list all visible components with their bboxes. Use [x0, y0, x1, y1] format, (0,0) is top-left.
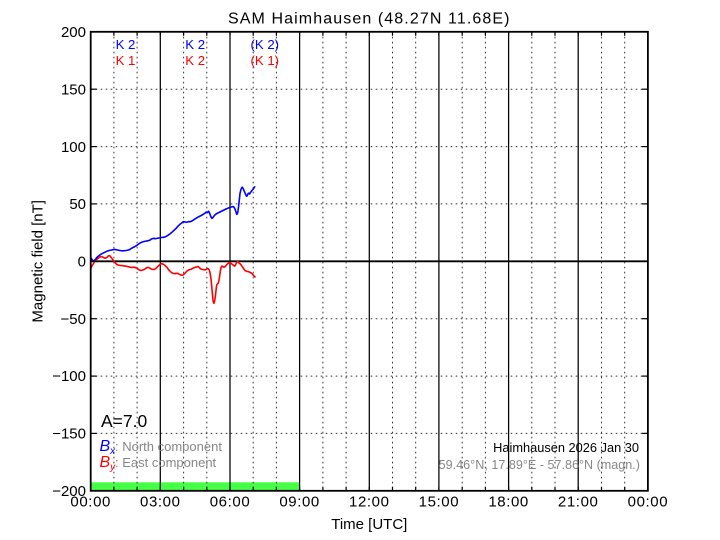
svg-text:K 2: K 2 — [185, 37, 205, 52]
svg-text:−200: −200 — [52, 483, 86, 500]
svg-text:03:00: 03:00 — [140, 494, 181, 511]
svg-text:Haimhausen 2026 Jan 30: Haimhausen 2026 Jan 30 — [493, 440, 639, 455]
svg-text:50: 50 — [69, 196, 86, 213]
svg-text:12:00: 12:00 — [349, 494, 390, 511]
svg-text:−100: −100 — [52, 368, 86, 385]
svg-text:200: 200 — [61, 24, 86, 41]
svg-text:K 2: K 2 — [185, 53, 205, 68]
svg-text:00:00: 00:00 — [628, 494, 669, 511]
svg-text:100: 100 — [61, 139, 86, 156]
svg-text:150: 150 — [61, 81, 86, 98]
svg-text:−50: −50 — [61, 311, 86, 328]
svg-text:18:00: 18:00 — [488, 494, 529, 511]
svg-text:0: 0 — [78, 254, 86, 271]
svg-text:−150: −150 — [52, 426, 86, 443]
svg-text:K 2: K 2 — [116, 37, 136, 52]
svg-text:Time [UTC]: Time [UTC] — [331, 516, 407, 533]
svg-text:00:00: 00:00 — [70, 494, 111, 511]
svg-text:Magnetic field [nT]: Magnetic field [nT] — [30, 200, 47, 323]
svg-text:K 1: K 1 — [116, 53, 136, 68]
svg-text:: North component: : North component — [115, 439, 222, 454]
svg-text:A=7.0: A=7.0 — [101, 411, 147, 431]
svg-text:06:00: 06:00 — [210, 494, 251, 511]
svg-text:(K 1): (K 1) — [251, 53, 280, 68]
svg-text:09:00: 09:00 — [279, 494, 320, 511]
svg-text:: East component: : East component — [115, 455, 217, 470]
svg-text:(K 2): (K 2) — [251, 37, 280, 52]
svg-text:21:00: 21:00 — [558, 494, 599, 511]
svg-text:SAM Haimhausen (48.27N 11.68E): SAM Haimhausen (48.27N 11.68E) — [228, 11, 511, 28]
svg-text:15:00: 15:00 — [419, 494, 460, 511]
svg-text:59.46°N, 17.89°E - 57.86°N (ma: 59.46°N, 17.89°E - 57.86°N (magn.) — [439, 458, 640, 472]
